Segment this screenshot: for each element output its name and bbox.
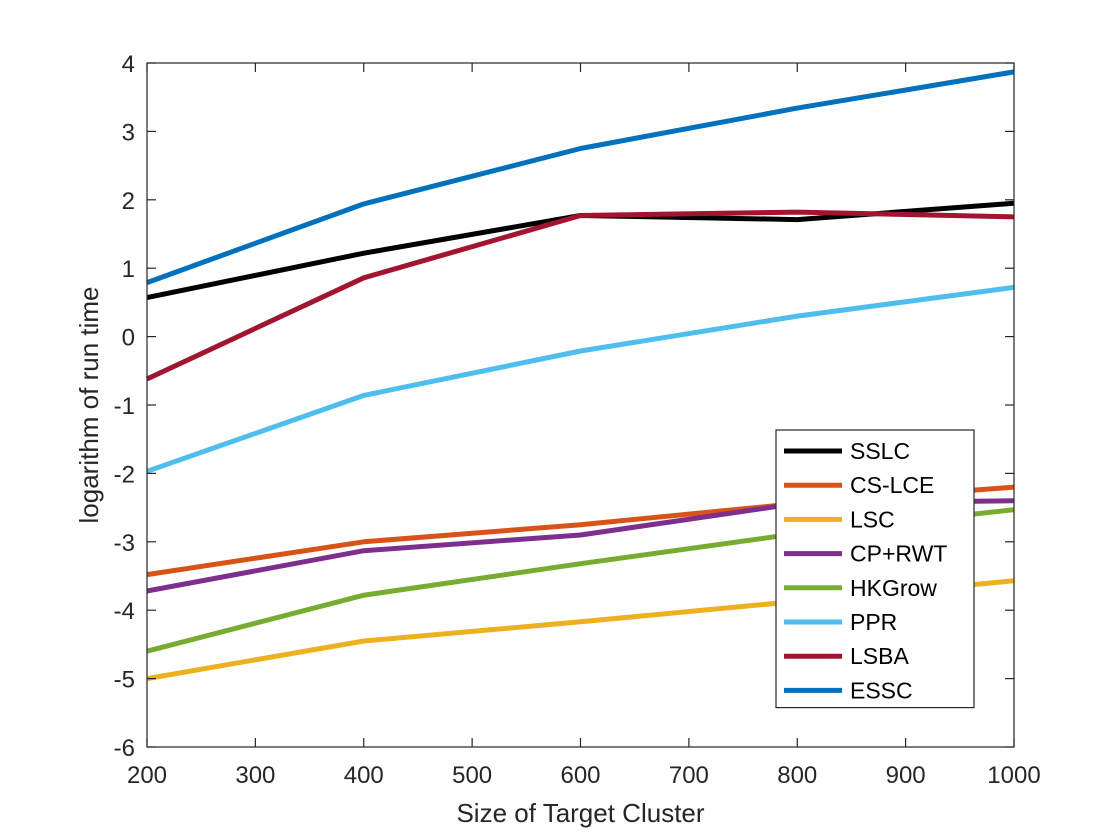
x-tick-label: 300 <box>235 762 275 789</box>
legend-label: CP+RWT <box>850 541 947 567</box>
y-tick-label: -2 <box>114 461 135 488</box>
y-tick-label: -3 <box>114 530 135 557</box>
x-tick-label: 800 <box>777 762 817 789</box>
x-tick-label: 900 <box>886 762 926 789</box>
x-tick-label: 1000 <box>987 762 1040 789</box>
y-tick-label: 3 <box>122 119 135 146</box>
legend-label: LSBA <box>850 643 909 669</box>
x-axis-label: Size of Target Cluster <box>456 798 704 828</box>
y-tick-label: 0 <box>122 325 135 352</box>
y-tick-label: -4 <box>114 598 135 625</box>
x-tick-label: 700 <box>669 762 709 789</box>
y-tick-label: 1 <box>122 256 135 283</box>
series-line-ppr <box>146 284 1015 474</box>
series-layer <box>145 69 1015 682</box>
y-tick-label: -6 <box>114 735 135 762</box>
legend-label: ESSC <box>850 677 913 703</box>
legend-box <box>775 429 975 709</box>
y-tick-label: -5 <box>114 667 135 694</box>
legend-label: PPR <box>850 609 897 635</box>
legend-label: LSC <box>850 506 895 532</box>
legend-label: SSLC <box>850 438 910 464</box>
legend: SSLC CS-LCE LSC CP+RWT HKGrow PPR LSBA ESSC <box>775 429 975 709</box>
series-line-essc <box>146 69 1015 285</box>
x-tick-label: 600 <box>560 762 600 789</box>
y-axis-label: logarithm of run time <box>74 287 104 524</box>
axis-ticks: 200 300 400 500 600 700 800 900 1000 4 3 2 1 0 -1 -2 -3 -… <box>114 51 1041 789</box>
series-line-lsba <box>145 209 1015 382</box>
legend-label: HKGrow <box>850 575 937 601</box>
y-tick-label: 2 <box>122 188 135 215</box>
x-tick-label: 400 <box>344 762 384 789</box>
y-tick-label: 4 <box>122 51 135 78</box>
legend-label: CS-LCE <box>850 472 934 498</box>
x-tick-label: 200 <box>127 762 167 789</box>
x-tick-label: 500 <box>452 762 492 789</box>
y-tick-label: -1 <box>114 393 135 420</box>
